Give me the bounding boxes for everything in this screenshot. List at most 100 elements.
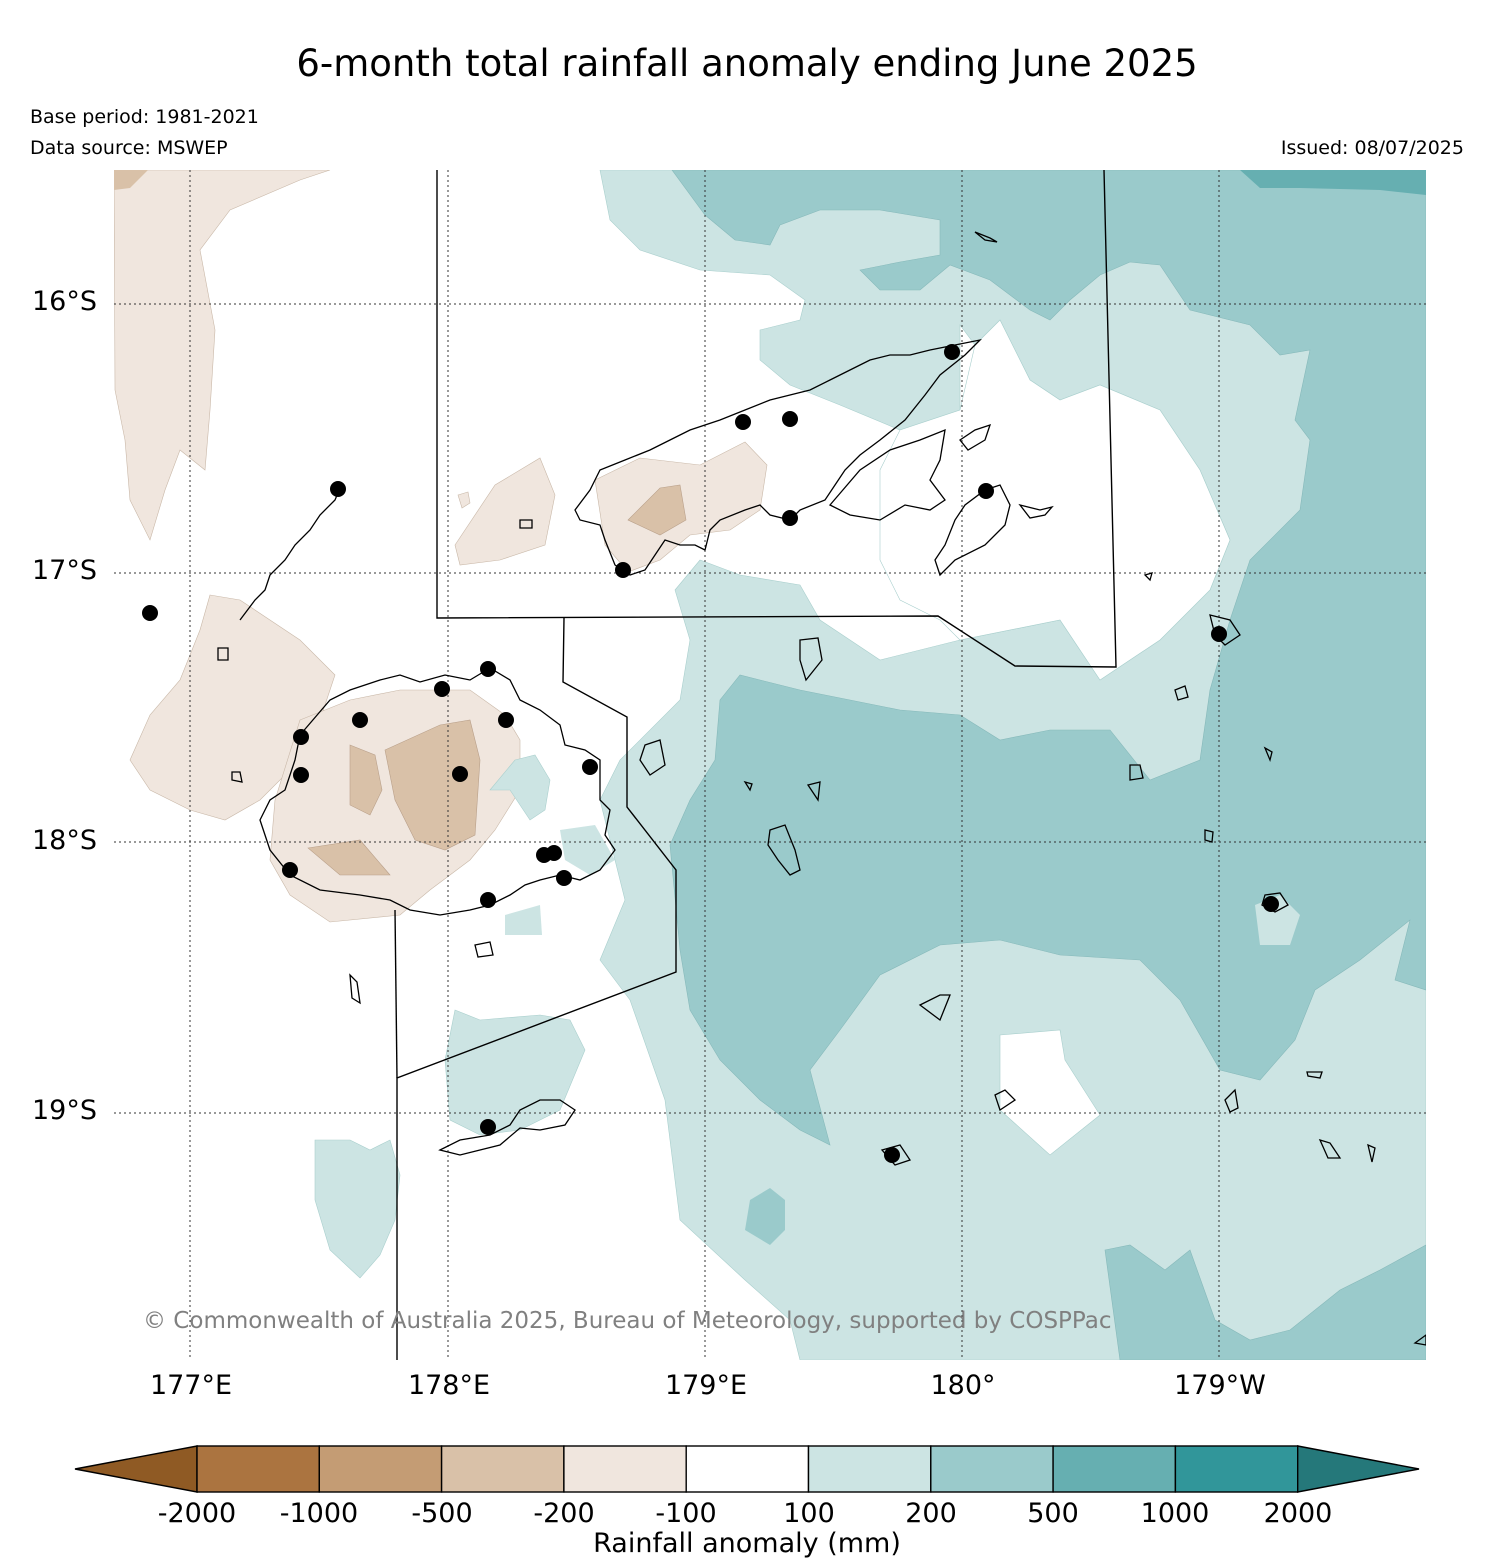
wet-region-southwest xyxy=(314,1139,401,1279)
colorbar-tick-label: -200 xyxy=(533,1498,595,1529)
wet-region-south-vitilevu xyxy=(505,905,542,935)
colorbar-extend-low xyxy=(74,1445,198,1493)
dry-region-yasawa xyxy=(454,457,556,566)
station-dot xyxy=(282,862,298,878)
station-dot xyxy=(142,605,158,621)
lat-label: 19°S xyxy=(32,1095,97,1126)
station-dot xyxy=(546,845,562,861)
island-g xyxy=(994,1089,1017,1112)
station-dot xyxy=(884,1147,900,1163)
station-dot xyxy=(498,712,514,728)
island-aa xyxy=(519,519,533,529)
colorbar-tick-label: -500 xyxy=(411,1498,473,1529)
wet-region-east-vitilevu xyxy=(489,754,551,821)
colorbar-segment xyxy=(196,1445,321,1493)
station-dot xyxy=(352,712,368,728)
island-z xyxy=(1143,572,1153,582)
station-dot xyxy=(293,729,309,745)
station-dot xyxy=(452,766,468,782)
colorbar-tick-label: -1000 xyxy=(279,1498,359,1529)
lon-label: 179°E xyxy=(664,1370,748,1401)
copyright-text: © Commonwealth of Australia 2025, Bureau… xyxy=(143,1308,1112,1334)
island-e xyxy=(1261,892,1289,913)
island-v xyxy=(1018,503,1054,519)
colorbar-tick-label: 2000 xyxy=(1263,1498,1333,1529)
division-boundaries xyxy=(394,170,1117,1360)
station-dot xyxy=(735,414,751,430)
island-m xyxy=(349,973,361,1005)
island-s xyxy=(1318,1138,1342,1159)
station-dot xyxy=(293,767,309,783)
graticule xyxy=(114,170,1426,1360)
wet-region-vanualevu-south xyxy=(560,825,615,875)
station-dot xyxy=(782,510,798,526)
station-dot xyxy=(434,681,450,697)
colorbar xyxy=(74,1445,1420,1493)
island-t xyxy=(1367,1143,1376,1163)
station-dot xyxy=(1211,626,1227,642)
station-dot xyxy=(782,411,798,427)
colorbar-segment xyxy=(1174,1445,1299,1493)
map-title: 6-month total rainfall anomaly ending Ju… xyxy=(296,42,1198,85)
colorbar-segment xyxy=(563,1445,687,1493)
island-f xyxy=(918,994,951,1022)
island-r xyxy=(743,780,753,792)
island-w xyxy=(959,423,992,451)
lat-label: 17°S xyxy=(32,555,97,586)
colorbar-title: Rainfall anomaly (mm) xyxy=(593,1528,901,1559)
vanualevu-coast xyxy=(574,338,982,576)
colorbar-segment xyxy=(440,1445,565,1493)
kadavu-coast xyxy=(438,1099,576,1156)
island-x xyxy=(1263,746,1273,763)
island-j xyxy=(1174,685,1189,701)
wet-region-north-hole xyxy=(879,319,1231,681)
dry-region-northwest xyxy=(114,170,331,541)
station-dot xyxy=(944,344,960,360)
station-dot xyxy=(480,1119,496,1135)
lon-label: 178°E xyxy=(407,1370,491,1401)
lon-label: 179°W xyxy=(1174,1370,1266,1401)
station-dot xyxy=(582,759,598,775)
colorbar-segment xyxy=(685,1445,810,1493)
data-source-label: Data source: MSWEP xyxy=(30,137,228,159)
dry-region-vitilevu-core-south xyxy=(307,839,391,876)
colorbar-tick-label: 100 xyxy=(783,1498,835,1529)
dry-region-vanualevu-core xyxy=(627,484,687,536)
lat-label: 18°S xyxy=(32,825,97,856)
colorbar-segment xyxy=(318,1445,443,1493)
island-q xyxy=(231,771,243,783)
island-ab xyxy=(1413,1334,1426,1346)
colorbar-tick-label: 500 xyxy=(1027,1498,1079,1529)
station-dot xyxy=(480,661,496,677)
colorbar-tick-label: 1000 xyxy=(1140,1498,1210,1529)
colorbar-segment xyxy=(1052,1445,1177,1493)
dry-region-small xyxy=(457,491,471,509)
island-p xyxy=(217,647,229,661)
island-k xyxy=(1204,829,1214,843)
station-dot xyxy=(556,870,572,886)
station-dot xyxy=(1263,896,1279,912)
station-dot xyxy=(615,562,631,578)
island-i xyxy=(1129,764,1144,781)
station-dot xyxy=(480,892,496,908)
station-dot xyxy=(978,483,994,499)
colorbar-segment xyxy=(930,1445,1054,1493)
yasawa-chain xyxy=(239,487,341,621)
wet-region-north-band xyxy=(669,170,1426,1146)
base-period-label: Base period: 1981-2021 xyxy=(30,106,259,128)
map-area: © Commonwealth of Australia 2025, Bureau… xyxy=(114,170,1426,1360)
natewa-coast xyxy=(828,428,946,521)
wet-region-south-strong xyxy=(1104,1244,1426,1360)
station-dot xyxy=(330,481,346,497)
dry-region-west xyxy=(129,594,336,821)
island-u xyxy=(974,231,998,243)
lat-label: 16°S xyxy=(32,286,97,317)
issued-date-label: Issued: 08/07/2025 xyxy=(1280,137,1464,159)
island-o xyxy=(806,781,821,802)
lon-label: 177°E xyxy=(149,1370,233,1401)
colorbar-tick-label: -100 xyxy=(655,1498,717,1529)
dry-region-vitilevu-core-east xyxy=(384,719,481,851)
colorbar-extend-high xyxy=(1296,1445,1420,1493)
island-b xyxy=(639,739,666,776)
